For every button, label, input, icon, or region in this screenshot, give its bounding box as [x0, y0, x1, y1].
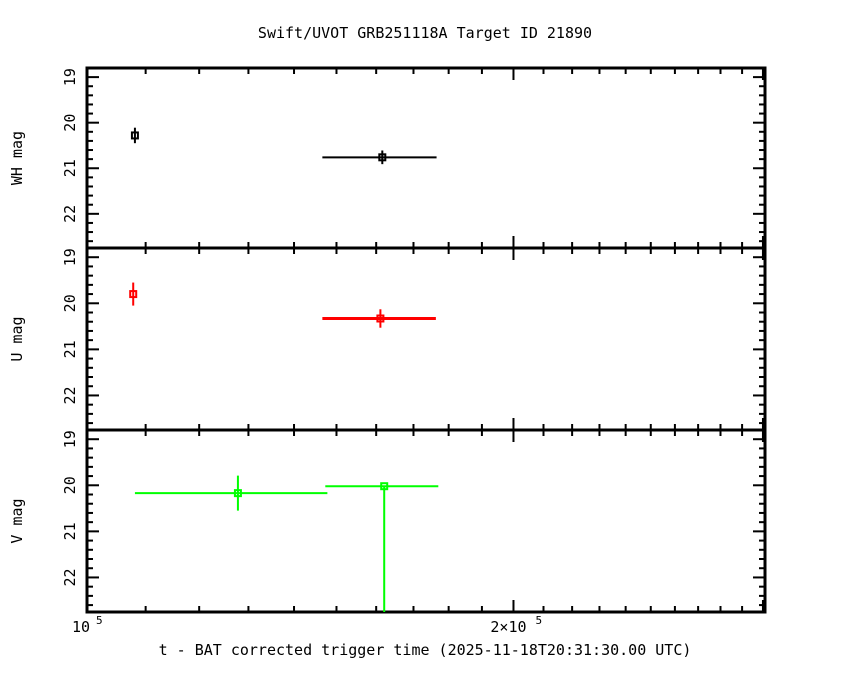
x-tick-exponent: 5	[96, 614, 103, 627]
y-tick-label: 20	[61, 114, 79, 132]
y-tick-label: 22	[61, 386, 79, 404]
y-axis-label: U mag	[8, 316, 26, 361]
chart-title: Swift/UVOT GRB251118A Target ID 21890	[258, 24, 592, 42]
data-point	[233, 489, 242, 498]
y-tick-label: 19	[61, 248, 79, 266]
panel-frame	[85, 246, 767, 432]
y-tick-label: 20	[61, 294, 79, 312]
y-tick-label: 21	[61, 522, 79, 540]
data-series	[129, 282, 436, 328]
panel-u-mag: 19 20 21 22 U mag	[8, 246, 767, 432]
data-series	[130, 127, 437, 165]
y-tick-label: 22	[61, 205, 79, 223]
data-point	[380, 482, 389, 491]
data-point	[130, 131, 139, 140]
x-axis-label: t - BAT corrected trigger time (2025-11-…	[159, 641, 692, 659]
data-point	[129, 290, 138, 299]
panel-v-mag: 19 20 21 22 V mag	[8, 428, 767, 614]
data-point	[378, 153, 387, 162]
x-tick-label: 10	[72, 618, 90, 636]
y-tick-label: 21	[61, 340, 79, 358]
data-point	[376, 314, 385, 323]
data-series	[134, 475, 439, 612]
y-tick-label: 21	[61, 159, 79, 177]
y-tick-label: 19	[61, 430, 79, 448]
x-tick-exponent: 5	[535, 614, 542, 627]
y-axis-label: WH mag	[8, 131, 26, 185]
x-tick-label: 2×10	[490, 618, 526, 636]
y-axis-label: V mag	[8, 498, 26, 543]
panel-frame	[85, 428, 767, 614]
panel-wh-mag: 19 20 21 22 WH mag	[8, 66, 767, 250]
y-tick-label: 22	[61, 568, 79, 586]
y-tick-label: 19	[61, 68, 79, 86]
y-tick-label: 20	[61, 476, 79, 494]
